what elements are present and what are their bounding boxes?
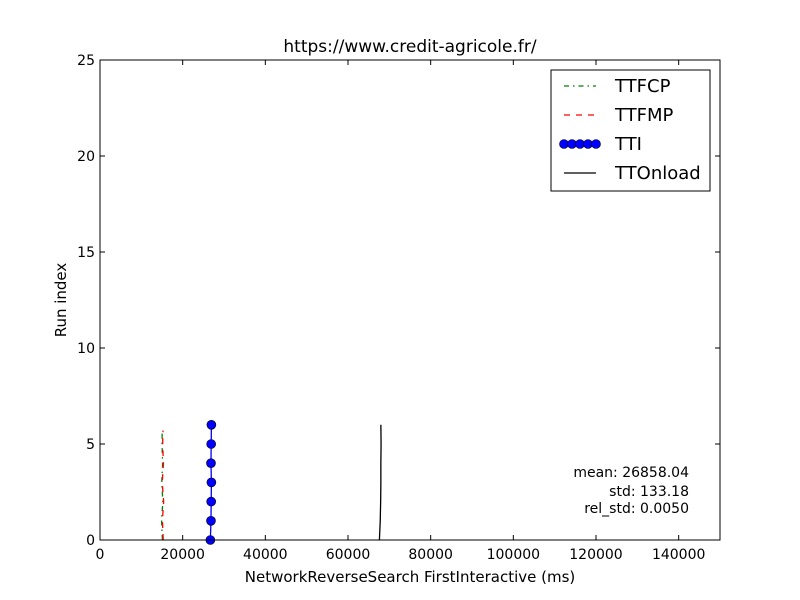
y-axis: 0 5 10 15 20 25 bbox=[77, 53, 720, 549]
series-line-ttfmp bbox=[161, 430, 165, 541]
legend-box bbox=[550, 69, 711, 192]
plot-frame bbox=[99, 59, 721, 541]
x-tick-label: 60000 bbox=[326, 547, 371, 563]
x-axis-label: NetworkReverseSearch FirstInteractive (m… bbox=[245, 568, 576, 586]
legend-item-tti: TTI bbox=[559, 134, 642, 155]
data-point-tti bbox=[206, 458, 216, 469]
stats-rel-std: rel_std: 0.0050 bbox=[584, 501, 689, 517]
legend: TTFCP TTFMP TTI TTOnload bbox=[550, 69, 711, 192]
data-point-tti bbox=[206, 439, 216, 449]
legend-marker-tti bbox=[583, 139, 593, 149]
legend-item-ttfcp: TTFCP bbox=[564, 76, 671, 97]
stats-annotation: mean: 26858.04 std: 133.18 rel_std: 0.00… bbox=[573, 465, 689, 517]
y-tick-label: 25 bbox=[77, 53, 95, 69]
series-line-ttonload bbox=[378, 424, 382, 541]
x-tick-label: 80000 bbox=[408, 547, 453, 563]
legend-label-ttfmp: TTFMP bbox=[614, 105, 674, 126]
x-tick-label: 20000 bbox=[160, 547, 205, 563]
legend-item-ttfmp: TTFMP bbox=[564, 105, 674, 126]
x-tick-label: 0 bbox=[96, 547, 105, 563]
legend-item-ttonload: TTOnload bbox=[564, 163, 701, 184]
y-tick-label: 15 bbox=[77, 245, 95, 261]
legend-label-ttonload: TTOnload bbox=[614, 163, 701, 184]
x-tick-label: 40000 bbox=[243, 547, 288, 563]
y-tick-label: 20 bbox=[77, 149, 95, 165]
series-layer bbox=[160, 419, 382, 545]
y-axis-label: Run index bbox=[52, 263, 70, 338]
y-tick-label: 0 bbox=[86, 533, 95, 549]
data-point-tti bbox=[206, 496, 216, 507]
data-point-tti bbox=[206, 419, 217, 430]
y-tick-label: 10 bbox=[77, 341, 95, 357]
legend-marker-tti bbox=[559, 139, 569, 149]
x-tick-label: 140000 bbox=[652, 547, 705, 563]
y-tick-label: 5 bbox=[86, 437, 95, 453]
data-point-tti bbox=[206, 515, 216, 526]
legend-label-tti: TTI bbox=[614, 134, 642, 155]
stats-mean: mean: 26858.04 bbox=[573, 465, 689, 481]
legend-label-ttfcp: TTFCP bbox=[614, 76, 671, 97]
stats-std: std: 133.18 bbox=[609, 484, 689, 500]
data-point-tti bbox=[206, 477, 217, 488]
x-axis: 0 20000 40000 60000 80000 100000 120000 140000 bbox=[96, 60, 705, 563]
x-tick-label: 120000 bbox=[569, 547, 622, 563]
x-tick-label: 100000 bbox=[487, 547, 540, 563]
legend-marker-tti bbox=[591, 139, 601, 149]
chart-title: https://www.credit-agricole.fr/ bbox=[283, 37, 536, 57]
legend-marker-tti bbox=[567, 139, 577, 149]
legend-marker-tti bbox=[575, 139, 585, 149]
